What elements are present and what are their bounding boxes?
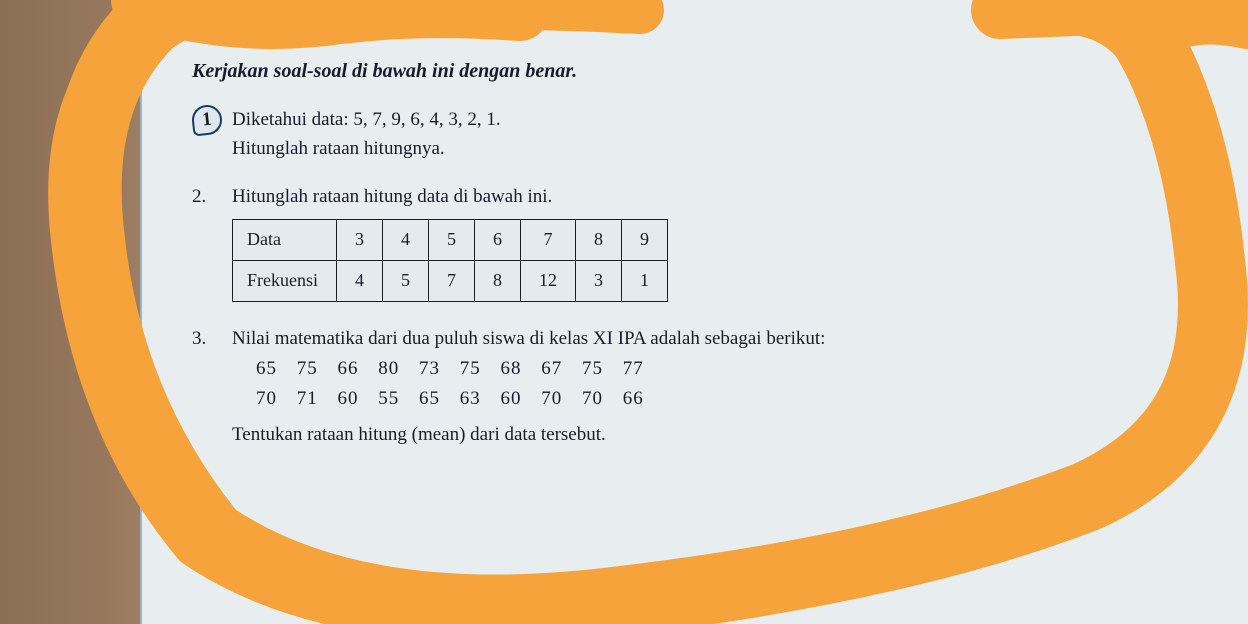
table-cell: 3 xyxy=(337,220,383,261)
textbook-page: 1.3 Kerjakan soal-soal di bawah ini deng… xyxy=(140,0,1248,624)
q1-line1: Diketahui data: 5, 7, 9, 6, 4, 3, 2, 1. xyxy=(232,105,1208,134)
table-cell: 1 xyxy=(622,261,668,302)
table-cell: 7 xyxy=(521,220,576,261)
table-cell: 4 xyxy=(337,261,383,302)
question-body: Nilai matematika dari dua puluh siswa di… xyxy=(232,324,1208,450)
row-label: Data xyxy=(233,220,337,261)
frequency-table: Data 3 4 5 6 7 8 9 Frekuensi 4 5 7 xyxy=(232,219,668,302)
circled-number: 1 xyxy=(191,104,224,137)
table-cell: 4 xyxy=(383,220,429,261)
q3-data-row-2: 70 71 60 55 65 63 60 70 70 66 xyxy=(256,384,1208,414)
table-cell: 5 xyxy=(383,261,429,302)
table-cell: 8 xyxy=(475,261,521,302)
question-number: 3. xyxy=(192,324,232,450)
section-number: 1.3 xyxy=(322,0,350,20)
q1-line2: Hitunglah rataan hitungnya. xyxy=(232,134,1208,163)
q3-data-row-1: 65 75 66 80 73 75 68 67 75 77 xyxy=(256,354,1208,384)
table-row: Frekuensi 4 5 7 8 12 3 1 xyxy=(233,261,668,302)
question-number: 1 xyxy=(192,105,232,164)
table-cell: 3 xyxy=(576,261,622,302)
table-cell: 5 xyxy=(429,220,475,261)
page-content: Kerjakan soal-soal di bawah ini dengan b… xyxy=(192,60,1208,468)
q3-task: Tentukan rataan hitung (mean) dari data … xyxy=(232,420,1208,449)
question-body: Hitunglah rataan hitung data di bawah in… xyxy=(232,182,1208,306)
instruction-text: Kerjakan soal-soal di bawah ini dengan b… xyxy=(192,60,1208,83)
q3-prompt: Nilai matematika dari dua puluh siswa di… xyxy=(232,324,1208,353)
table-cell: 9 xyxy=(622,220,668,261)
question-3: 3. Nilai matematika dari dua puluh siswa… xyxy=(192,324,1208,450)
table-cell: 7 xyxy=(429,261,475,302)
row-label: Frekuensi xyxy=(233,261,337,302)
table-cell: 12 xyxy=(521,261,576,302)
question-number: 2. xyxy=(192,182,232,306)
table-cell: 6 xyxy=(475,220,521,261)
table-row: Data 3 4 5 6 7 8 9 xyxy=(233,220,668,261)
question-2: 2. Hitunglah rataan hitung data di bawah… xyxy=(192,182,1208,306)
section-tab: 1.3 xyxy=(302,0,370,29)
question-body: Diketahui data: 5, 7, 9, 6, 4, 3, 2, 1. … xyxy=(232,105,1208,164)
q2-prompt: Hitunglah rataan hitung data di bawah in… xyxy=(232,182,1208,211)
table-cell: 8 xyxy=(576,220,622,261)
question-1: 1 Diketahui data: 5, 7, 9, 6, 4, 3, 2, 1… xyxy=(192,105,1208,164)
